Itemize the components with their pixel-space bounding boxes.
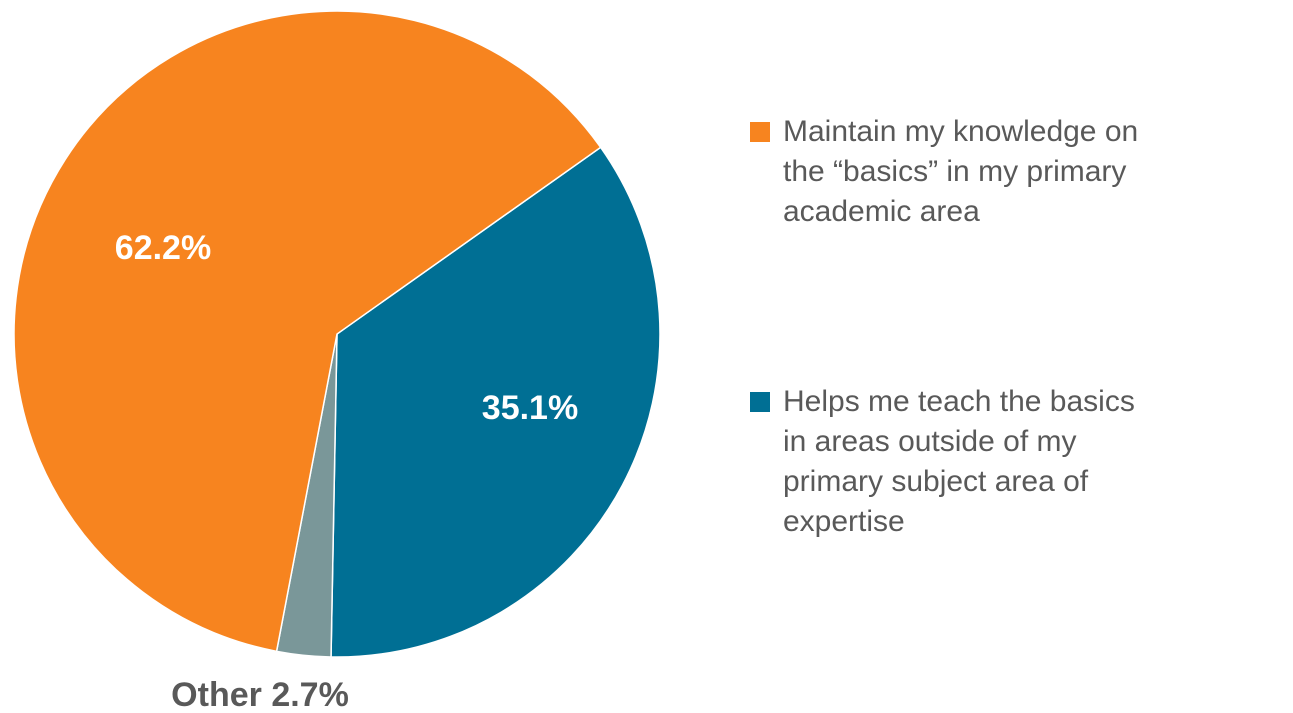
pie-slice [13, 10, 602, 653]
legend-swatch [750, 122, 770, 142]
legend-entry: Helps me teach the basics in areas outsi… [750, 382, 1135, 542]
legend-swatch [750, 392, 770, 412]
legend-label: Maintain my knowledge on the “basics” in… [783, 115, 1139, 228]
pie-slice [330, 146, 661, 658]
legend-entry: Maintain my knowledge on the “basics” in… [750, 112, 1138, 232]
slice-label: 62.2% [115, 229, 211, 267]
legend-label: Helps me teach the basics in areas outsi… [783, 385, 1135, 538]
slice-label: 35.1% [482, 389, 578, 427]
value-label: 2.7% [271, 676, 349, 713]
category-label: Other [171, 676, 262, 713]
slice-label: Other 2.7% [171, 676, 349, 713]
